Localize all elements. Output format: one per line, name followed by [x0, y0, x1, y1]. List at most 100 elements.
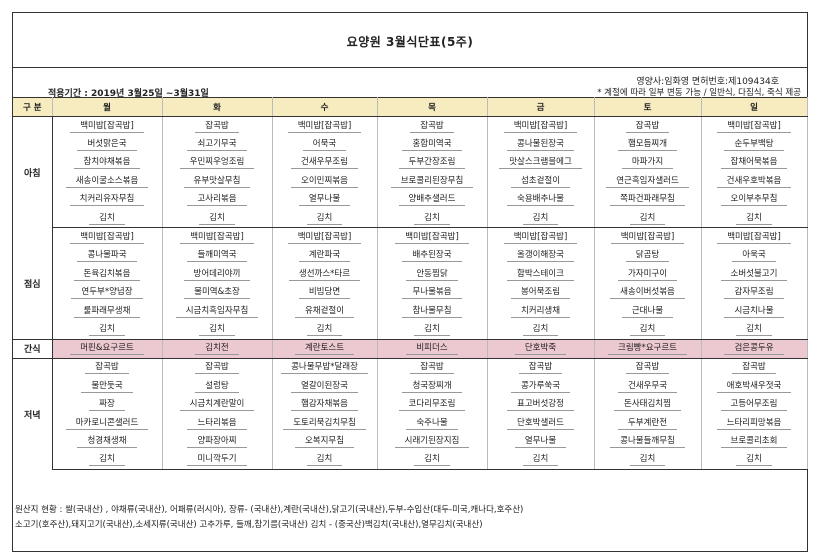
menu-item: 김치	[629, 212, 666, 225]
menu-item: 콩나물들깨무침	[610, 435, 685, 448]
menu-item: 느타리피망볶음	[716, 417, 792, 430]
menu-cell: 연근흑임자샐러드	[594, 172, 702, 191]
menu-item: 백미밥[잡곡밥]	[287, 120, 362, 133]
header-cell: 월	[52, 97, 163, 117]
menu-item: 섬초겉절이	[510, 175, 571, 188]
menu-cell: 머핀&요구르트	[52, 338, 163, 359]
menu-cell: 청경채생채	[52, 432, 163, 451]
menu-item: 백미밥[잡곡밥]	[610, 231, 685, 245]
menu-item: 백미밥[잡곡밥]	[717, 120, 791, 133]
menu-cell: 오복지무침	[272, 432, 378, 451]
menu-item: 치커리생채	[510, 305, 571, 318]
menu-item: 쪽파건파래무침	[610, 193, 685, 207]
menu-item: 크림빵*요구르트	[608, 342, 687, 356]
menu-cell: 김치	[162, 208, 273, 229]
menu-cell: 브로콜리초회	[701, 432, 808, 451]
menu-item: 무나물볶음	[402, 286, 462, 300]
menu-row: 참치야채볶음 우민찌우엉조림 건새우무조림 두부간장조림 맛살스크램블에그 마파가지 잡채어…	[13, 153, 808, 173]
menu-item: 브로콜리초회	[720, 435, 788, 448]
menu-cell: 들깨미역국	[162, 246, 273, 266]
menu-cell: 백미밥[잡곡밥]	[701, 227, 808, 247]
menu-item: 소버섯불고기	[720, 268, 788, 281]
menu-item: 콩나물파국	[77, 249, 137, 263]
menu-item: 고사리볶음	[187, 193, 247, 207]
menu-item: 배추된장국	[402, 249, 462, 263]
menu-item: 닭곰탕	[625, 249, 670, 263]
menu-item: 애호박새우젓국	[716, 380, 792, 393]
menu-cell: 연두부*양념장	[52, 283, 163, 302]
menu-item: 열갈이된장국	[291, 380, 358, 393]
menu-item: 김치	[522, 453, 559, 467]
menu-row: 룰파래무생채 시금치흑임자무침 유채겉절이 참나물무침 치커리생채 근대나물 시금치나물	[13, 301, 808, 321]
menu-cell: 김치	[594, 320, 702, 340]
menu-cell: 건새우무국	[594, 377, 702, 396]
menu-item: 순두부백탕	[724, 138, 784, 152]
meal-label: 저녁	[13, 358, 53, 470]
menu-cell: 치커리생채	[487, 301, 595, 321]
menu-item: 잡곡밥	[625, 120, 670, 133]
menu-item: 김치	[522, 212, 559, 225]
menu-cell: 김치	[594, 208, 702, 229]
menu-item: 마파가지	[621, 156, 674, 170]
menu-cell: 양배추샐러드	[377, 190, 488, 209]
menu-row: 마카로니콘샐러드 느타리볶음 도토리묵김치무침 숙주나물 단호박샐러드 두부계란전 느타리피…	[13, 413, 808, 433]
menu-row: 새송이굴소스볶음 유부맛살무침 오이민찌볶음 브로콜리된장무침 섬초겉절이 연근흑임자샐러…	[13, 172, 808, 191]
menu-item: 고등어무조림	[720, 398, 788, 412]
menu-item: 참치야채볶음	[73, 156, 141, 170]
menu-item: 열무나물	[298, 193, 351, 207]
menu-row: 치커리유자무침 고사리볶음 열무나물 양배추샐러드 숙용배추나물 쪽파건파래무침 오이부추무…	[13, 190, 808, 209]
menu-cell: 느타리피망볶음	[701, 413, 808, 433]
menu-cell: 잡곡밥	[487, 358, 595, 378]
menu-item: 근대나물	[621, 305, 674, 318]
menu-row: 콩나물파국 들깨미역국 계란파국 배추된장국 올갱이해장국 닭곰탕 아욱국	[13, 246, 808, 266]
menu-item: 잡곡밥	[195, 120, 239, 133]
menu-cell: 계란토스트	[272, 338, 378, 359]
menu-cell: 김치	[272, 450, 378, 471]
menu-cell: 김치	[52, 450, 163, 471]
menu-item: 안동찜닭	[406, 268, 458, 281]
meal-label: 점심	[13, 227, 53, 340]
menu-row: 간식 머핀&요구르트 김치전 계란토스트 비피더스 단호박죽 크림빵*요구르트 검은콩두유	[13, 338, 808, 359]
menu-cell: 아욱국	[701, 246, 808, 266]
origin-line: 원산지 현황 : 쌀(국내산) , 야채류(국내산), 어패류(러시아), 장류…	[15, 505, 524, 515]
menu-item: 연근흑임자샐러드	[606, 175, 689, 188]
menu-item: 생선까스*타르	[288, 268, 361, 281]
menu-cell: 잡곡밥	[701, 358, 808, 378]
menu-item: 잡곡밥	[625, 361, 670, 375]
menu-item: 홍합미역국	[402, 138, 462, 152]
menu-item: 숙용배추나물	[507, 193, 574, 207]
menu-item: 청국장찌개	[402, 380, 462, 393]
menu-item: 잡곡밥	[410, 361, 454, 375]
menu-cell: 잡채어묵볶음	[701, 153, 808, 173]
menu-cell: 버섯맑은국	[52, 135, 163, 154]
menu-item: 검은콩두유	[724, 342, 784, 356]
menu-item: 김치	[306, 212, 343, 225]
menu-cell: 잡곡밥	[594, 116, 702, 136]
menu-item: 돈사태김치찜	[614, 398, 681, 412]
menu-item: 유부맛살무침	[183, 175, 251, 188]
menu-cell: 브로콜리된장무침	[377, 172, 488, 191]
menu-cell: 잡곡밥	[594, 358, 702, 378]
menu-cell: 물미역&초장	[162, 283, 273, 302]
menu-item: 숙주나물	[406, 417, 458, 430]
meal-label: 간식	[13, 338, 53, 359]
menu-item: 브로콜리된장무침	[390, 175, 474, 188]
menu-cell: 김치	[272, 320, 378, 340]
menu-item: 건새우호박볶음	[716, 175, 792, 188]
dietitian-info: 영양사:임화영 면허번호:제109434호	[636, 77, 779, 87]
menu-item: 열무나물	[514, 435, 567, 448]
header-cell: 토	[594, 97, 702, 117]
menu-row: 돈육김치볶음 방어데리야끼 생선까스*타르 안동찜닭 함박스테이크 가자미구이 소버섯불고기	[13, 265, 808, 284]
menu-item: 단호박죽	[514, 342, 567, 356]
menu-cell: 콩나물무밥*달래장	[272, 358, 378, 378]
menu-cell: 잡곡밥	[162, 116, 273, 136]
menu-item: 백미밥[잡곡밥]	[70, 120, 144, 133]
menu-cell: 참치야채볶음	[52, 153, 163, 173]
menu-cell: 코다리무조림	[377, 395, 488, 414]
menu-cell: 생선까스*타르	[272, 265, 378, 284]
menu-item: 건새우무조림	[291, 156, 358, 170]
menu-row: 아침 백미밥[잡곡밥] 잡곡밥 백미밥[잡곡밥] 잡곡밥 백미밥[잡곡밥] 잡곡밥 백미밥[잡…	[13, 116, 808, 228]
header-cell: 수	[272, 97, 378, 117]
menu-cell: 고등어무조림	[701, 395, 808, 414]
menu-item: 김치	[89, 453, 125, 467]
